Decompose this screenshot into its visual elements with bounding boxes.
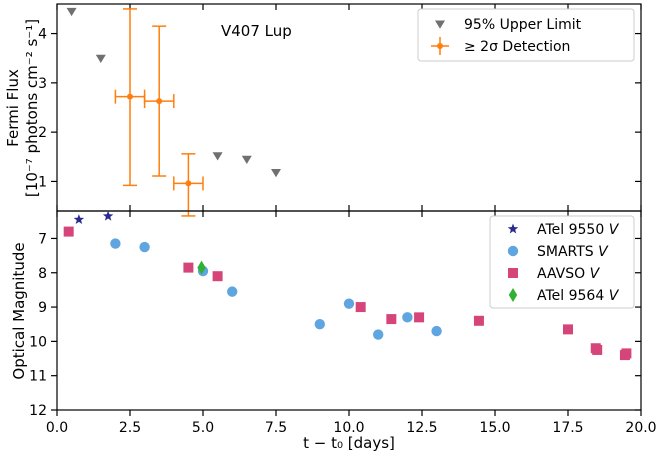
- x-tick-label: 0.0: [46, 420, 68, 436]
- fermi-y-tick-label: 3: [38, 76, 47, 92]
- x-tick-label: 2.5: [119, 420, 141, 436]
- x-tick-label: 15.0: [479, 420, 510, 436]
- legend-triangle: [435, 20, 445, 29]
- detection-marker: [127, 93, 133, 100]
- legend-aavso-symbol: [508, 268, 518, 278]
- detection-point: [173, 153, 204, 217]
- optical-legend: ATel 9550 V SMARTS V AAVSO V ATel 9564 V: [489, 215, 635, 309]
- fermi-y-tick-label: 1: [38, 174, 47, 190]
- x-tick-label: 7.5: [265, 420, 287, 436]
- x-tick-label: 20.0: [625, 420, 656, 436]
- legend-aavso-label: AAVSO V: [537, 266, 601, 282]
- fermi-legend: 95% Upper Limit ≥ 2σ Detection: [417, 8, 635, 62]
- atel9564-point: [197, 260, 206, 275]
- legend-aavso-marker: [508, 268, 518, 278]
- fermi-y-axis-label-line2: [10⁻⁷ photons cm⁻² s⁻¹]: [23, 19, 41, 197]
- legend-upper-limit-label: 95% Upper Limit: [464, 17, 582, 33]
- smarts-point: [227, 286, 238, 297]
- optical-y-axis-label: Optical Magnitude: [10, 242, 28, 379]
- legend-atel9550-marker: [507, 223, 519, 234]
- legend-detection-label: ≥ 2σ Detection: [464, 39, 570, 55]
- legend-atel9550-name: ATel 9550: [537, 222, 604, 238]
- legend-smarts-name: SMARTS: [537, 244, 594, 260]
- legend-atel9550-band: V: [609, 222, 620, 238]
- legend-atel9564-band: V: [609, 288, 620, 304]
- smarts-point: [343, 298, 355, 309]
- optical-y-tick-label: 9: [38, 300, 47, 316]
- legend-smarts-marker: [507, 245, 519, 257]
- aavso-point: [621, 348, 632, 359]
- upper-limit-point: [95, 54, 106, 63]
- x-tick-label: 10.0: [333, 420, 364, 436]
- x-tick-label: 5.0: [192, 420, 214, 436]
- optical-legend-box: [489, 215, 635, 309]
- x-tick-label: 17.5: [552, 420, 583, 436]
- fermi-data-marks: [66, 7, 281, 217]
- optical-data-marks: [63, 210, 632, 361]
- smarts-point: [431, 325, 442, 337]
- detection-point: [143, 25, 175, 177]
- optical-magnitude-panel: 7 8 9 10 11 120.0 2.5 5.0 7.5 10.0 12.5 15.0 17.5 20.…: [10, 210, 657, 452]
- aavso-point: [563, 324, 573, 335]
- optical-y-tick-label: 10: [29, 334, 47, 350]
- upper-limit-point: [212, 152, 223, 161]
- optical-axis-ticks: 7 8 9 10 11 120.0 2.5 5.0 7.5 10.0 12.5 15.0 17.5 20.…: [29, 211, 657, 436]
- legend-smarts-band: V: [598, 244, 609, 260]
- legend-upper-limit-marker: [435, 20, 445, 29]
- optical-y-tick-label: 7: [38, 231, 47, 247]
- legend-atel9564-symbol: [508, 288, 518, 302]
- x-axis-label: t − t₀ [days]: [303, 434, 395, 452]
- detection-marker: [185, 180, 192, 187]
- smarts-point: [402, 312, 413, 323]
- smarts-point: [139, 241, 150, 253]
- optical-y-tick-label: 11: [29, 369, 47, 385]
- fermi-y-axis-label-line1: Fermi Flux: [4, 69, 22, 147]
- legend-aavso-band: V: [590, 266, 601, 282]
- aavso-point: [473, 315, 484, 326]
- legend-atel9550-label: ATel 9550 V: [537, 222, 620, 238]
- aavso-point: [63, 226, 74, 237]
- legend-smarts-label: SMARTS V: [537, 244, 609, 260]
- legend-detection-marker: [431, 37, 449, 55]
- aavso-point: [212, 271, 223, 282]
- aavso-point: [183, 262, 194, 273]
- fermi-y-tick-label: 2: [38, 125, 47, 141]
- fermi-flux-panel: 1 2 3 4 V407 Lup Fermi Flux [10⁻⁷ photons c…: [4, 3, 642, 217]
- smarts-point: [314, 319, 325, 330]
- atel9550-point: [73, 214, 85, 225]
- legend-atel9564-name: ATel 9564: [537, 288, 604, 304]
- smarts-point: [373, 329, 384, 340]
- aavso-point: [414, 312, 425, 323]
- legend-atel9550-symbol: [507, 223, 519, 234]
- detection-marker: [156, 98, 163, 105]
- aavso-point: [355, 302, 366, 313]
- upper-limit-point: [66, 7, 77, 17]
- x-tick-label: 12.5: [406, 420, 437, 436]
- atel9550-point: [102, 210, 114, 221]
- detection-point: [114, 8, 146, 187]
- upper-limit-point: [241, 155, 252, 164]
- smarts-point: [110, 238, 121, 249]
- legend-detection-dot: [437, 43, 443, 49]
- legend-atel9564-marker: [508, 288, 518, 302]
- fermi-legend-box: [417, 8, 635, 62]
- legend-smarts-symbol: [507, 245, 519, 257]
- fermi-y-tick-label: 4: [38, 27, 47, 43]
- upper-limit-point: [271, 169, 281, 178]
- aavso-point: [386, 314, 397, 325]
- object-name-annotation: V407 Lup: [221, 22, 292, 40]
- legend-aavso-name: AAVSO: [537, 266, 585, 282]
- aavso-point: [592, 344, 603, 355]
- optical-y-tick-label: 12: [29, 403, 47, 419]
- legend-atel9564-label: ATel 9564 V: [537, 288, 620, 304]
- optical-y-tick-label: 8: [38, 266, 47, 282]
